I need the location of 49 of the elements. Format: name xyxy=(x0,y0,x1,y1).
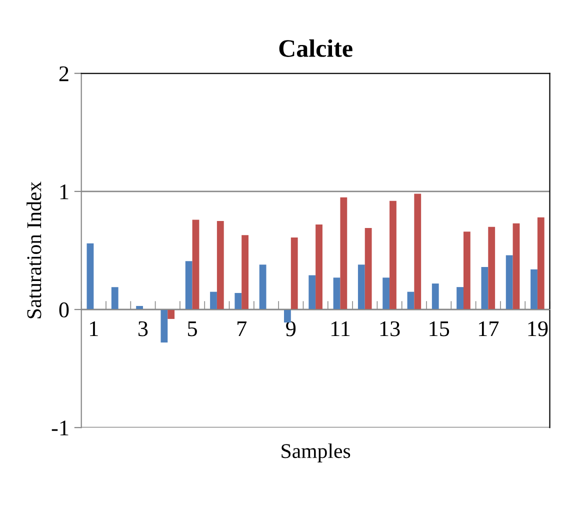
bar xyxy=(537,217,544,310)
bar xyxy=(407,292,414,310)
bar xyxy=(456,287,464,310)
bar xyxy=(216,220,224,310)
bar xyxy=(210,292,217,310)
x-tick-label: 9 xyxy=(286,321,296,336)
bar xyxy=(316,224,322,310)
y-tick-label: 1 xyxy=(60,184,68,200)
bar xyxy=(290,237,298,310)
x-tick-label: 17 xyxy=(478,321,499,336)
bar xyxy=(358,264,365,310)
x-tick-label: 19 xyxy=(528,321,548,336)
bar xyxy=(432,284,439,310)
bar xyxy=(530,269,538,310)
bar xyxy=(463,232,470,310)
x-tick-label: 7 xyxy=(238,321,247,336)
x-tick-label: 15 xyxy=(430,321,450,336)
y-tick-label: -1 xyxy=(52,420,68,436)
bar xyxy=(168,310,175,319)
bar xyxy=(242,235,248,310)
bar xyxy=(414,194,422,310)
bar xyxy=(506,255,513,310)
x-tick-label: 11 xyxy=(331,321,350,336)
y-tick-label: 2 xyxy=(59,66,68,82)
bar xyxy=(234,292,242,310)
y-axis-title: Saturation Index xyxy=(26,182,42,318)
x-tick-label: 5 xyxy=(188,321,197,336)
bar xyxy=(308,275,316,310)
x-axis-title: Samples xyxy=(282,443,350,462)
bar xyxy=(185,261,192,310)
bar xyxy=(86,243,94,310)
bar xyxy=(481,267,488,310)
bar xyxy=(382,278,390,310)
bar xyxy=(160,310,168,343)
bar xyxy=(340,197,348,310)
bar xyxy=(364,228,372,310)
bar xyxy=(259,264,266,310)
bar xyxy=(192,220,200,310)
bar xyxy=(512,223,520,310)
bar xyxy=(390,200,396,310)
bar xyxy=(111,287,118,310)
x-tick-label: 1 xyxy=(90,321,98,336)
bar xyxy=(488,226,496,310)
bar xyxy=(333,278,340,310)
x-tick-label: 3 xyxy=(138,321,148,336)
y-tick-label: 0 xyxy=(59,302,69,318)
bar xyxy=(284,310,291,322)
chart-title: Calcite xyxy=(279,39,352,57)
x-tick-label: 13 xyxy=(380,321,400,336)
